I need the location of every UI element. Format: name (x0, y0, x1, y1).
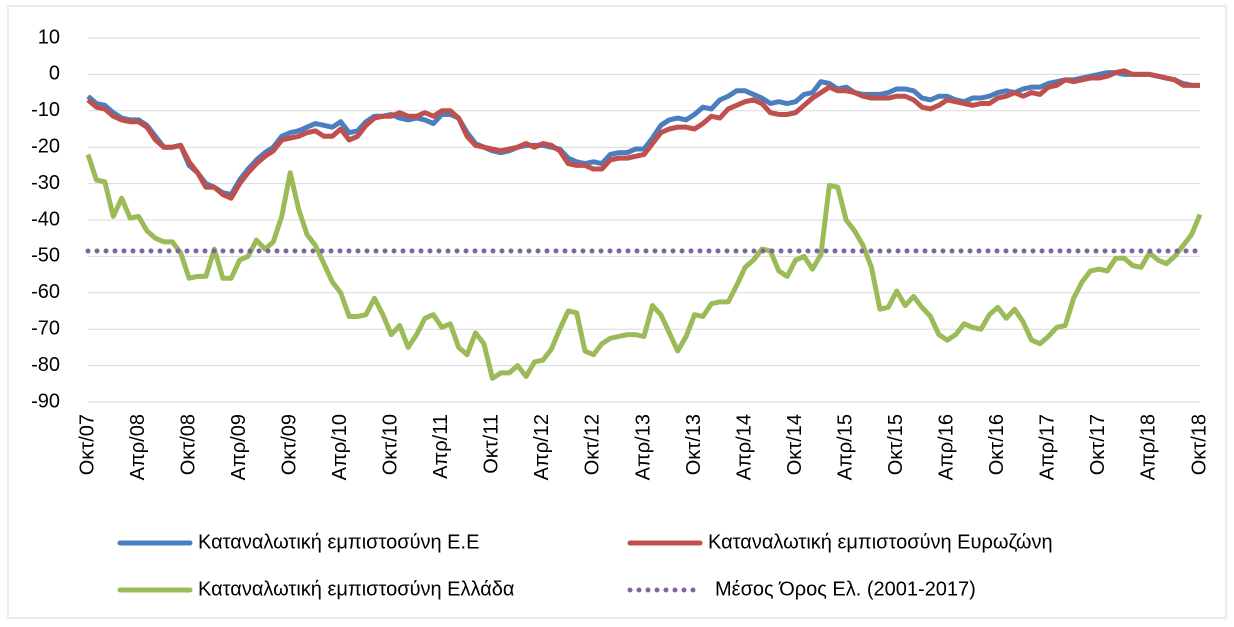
chart-border (7, 5, 1227, 619)
legend-label: Καταναλωτική εμπιστοσύνη Ελλάδα (198, 578, 514, 600)
x-tick-label: Απρ/10 (329, 414, 351, 480)
x-tick-label: Οκτ/12 (582, 414, 604, 475)
series-line (85, 153, 1203, 381)
x-tick-label: Οκτ/18 (1188, 414, 1210, 475)
x-tick-label: Απρ/15 (834, 414, 856, 480)
x-tick-label: Οκτ/17 (1087, 414, 1109, 475)
y-tick-label: 0 (49, 63, 60, 85)
x-tick-label: Οκτ/14 (784, 414, 806, 475)
y-tick-label: -70 (31, 317, 60, 339)
y-tick-label: -60 (31, 281, 60, 303)
legend-label: Καταναλωτική εμπιστοσύνη Ε.Ε (198, 531, 479, 553)
series-line (86, 68, 1200, 201)
x-tick-label: Οκτ/09 (278, 414, 300, 475)
x-tick-label: Απρ/17 (1037, 414, 1059, 480)
x-tick-label: Απρ/13 (632, 414, 654, 480)
y-tick-label: -20 (31, 135, 60, 157)
y-tick-label: -80 (31, 354, 60, 376)
x-tick-label: Οκτ/15 (885, 414, 907, 475)
x-tick-label: Απρ/09 (228, 414, 250, 480)
y-tick-label: -90 (31, 390, 60, 412)
y-tick-label: 10 (38, 26, 60, 48)
y-tick-label: -50 (31, 245, 60, 267)
y-tick-label: -30 (31, 172, 60, 194)
x-tick-label: Απρ/11 (430, 414, 452, 479)
x-tick-label: Απρ/12 (531, 414, 553, 480)
legend-label: Καταναλωτική εμπιστοσύνη Ευρωζώνη (708, 531, 1053, 553)
x-tick-label: Οκτ/07 (76, 414, 98, 475)
x-tick-label: Οκτ/11 (481, 414, 503, 474)
x-tick-label: Οκτ/10 (380, 414, 402, 475)
x-tick-label: Απρ/18 (1138, 414, 1160, 480)
x-tick-label: Οκτ/08 (177, 414, 199, 475)
x-tick-label: Απρ/16 (936, 414, 958, 480)
y-tick-label: -10 (31, 99, 60, 121)
x-tick-label: Απρ/14 (733, 414, 755, 480)
x-tick-label: Απρ/08 (127, 414, 149, 480)
x-tick-label: Οκτ/13 (683, 414, 705, 475)
x-tick-label: Οκτ/16 (986, 414, 1008, 475)
legend-label: Μέσος Όρος Ελ. (2001-2017) (715, 578, 976, 600)
y-tick-label: -40 (31, 208, 60, 230)
